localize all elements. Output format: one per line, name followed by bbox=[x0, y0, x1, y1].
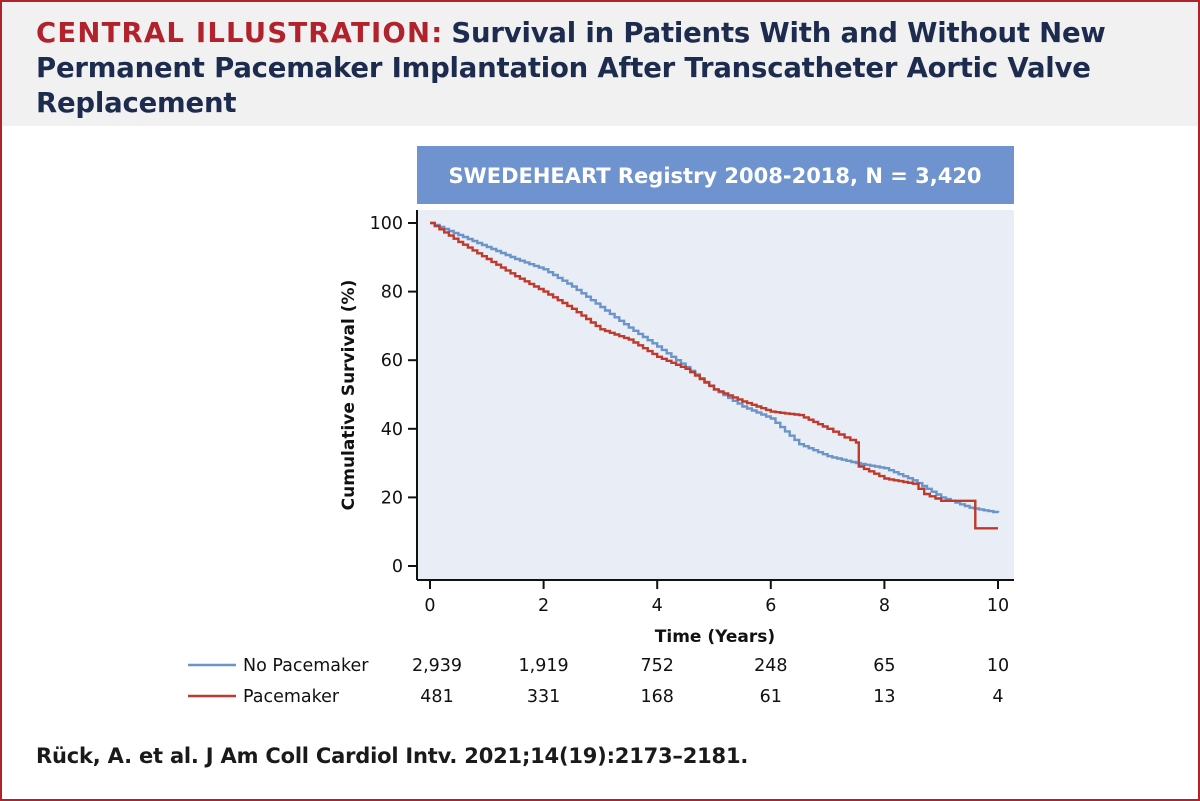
risk-count-pacemaker: 331 bbox=[527, 687, 560, 707]
x-tick-label: 0 bbox=[424, 596, 435, 616]
risk-count-pacemaker: 168 bbox=[640, 687, 673, 707]
risk-count-no-pacemaker: 65 bbox=[873, 656, 895, 676]
header: CENTRAL ILLUSTRATION: Survival in Patient… bbox=[2, 2, 1198, 126]
y-tick-label: 100 bbox=[370, 214, 403, 234]
legend-label-no-pacemaker: No Pacemaker bbox=[243, 656, 369, 676]
x-tick-label: 2 bbox=[538, 596, 549, 616]
y-axis-title: Cumulative Survival (%) bbox=[339, 280, 359, 511]
y-tick-label: 60 bbox=[381, 351, 403, 371]
central-illustration-label: CENTRAL ILLUSTRATION: bbox=[36, 17, 444, 49]
x-tick-label: 8 bbox=[879, 596, 890, 616]
x-tick-label: 10 bbox=[987, 596, 1009, 616]
risk-count-pacemaker: 13 bbox=[873, 687, 895, 707]
banner-text: SWEDEHEART Registry 2008-2018, N = 3,420 bbox=[448, 164, 981, 188]
series-line-pacemaker bbox=[430, 221, 998, 530]
x-tick-label: 4 bbox=[652, 596, 663, 616]
risk-count-pacemaker: 4 bbox=[992, 687, 1003, 707]
citation: Rück, A. et al. J Am Coll Cardiol Intv. … bbox=[36, 744, 749, 768]
banner bbox=[417, 146, 1014, 204]
y-tick-label: 0 bbox=[392, 557, 403, 577]
x-axis-title: Time (Years) bbox=[655, 627, 775, 647]
risk-count-no-pacemaker: 10 bbox=[987, 656, 1009, 676]
x-tick-label: 6 bbox=[765, 596, 776, 616]
plot-area bbox=[417, 210, 1014, 580]
risk-count-no-pacemaker: 1,919 bbox=[519, 656, 569, 676]
risk-count-no-pacemaker: 2,939 bbox=[412, 656, 462, 676]
y-tick-label: 20 bbox=[381, 488, 403, 508]
y-tick-label: 80 bbox=[381, 283, 403, 303]
title-text: Survival in Patients With and Without Ne… bbox=[36, 17, 1106, 119]
figure-title: CENTRAL ILLUSTRATION: Survival in Patient… bbox=[36, 16, 1156, 121]
risk-count-pacemaker: 481 bbox=[420, 687, 453, 707]
y-tick-label: 40 bbox=[381, 420, 403, 440]
risk-count-pacemaker: 61 bbox=[760, 687, 782, 707]
risk-count-no-pacemaker: 248 bbox=[754, 656, 787, 676]
risk-count-no-pacemaker: 752 bbox=[640, 656, 673, 676]
legend-label-pacemaker: Pacemaker bbox=[243, 687, 340, 707]
